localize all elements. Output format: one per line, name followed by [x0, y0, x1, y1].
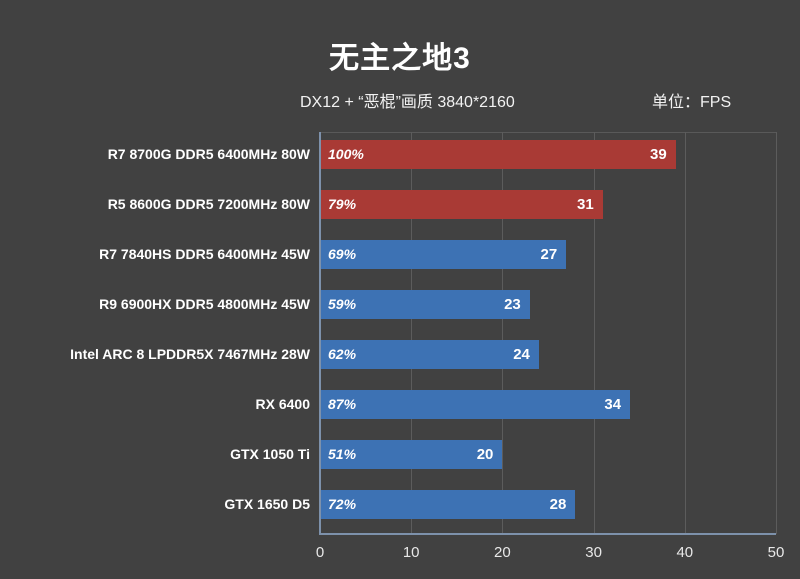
bar-percent-label: 59%	[328, 296, 357, 312]
plot-top-border	[320, 132, 776, 133]
category-label: R5 8600G DDR5 7200MHz 80W	[107, 196, 310, 212]
bar	[320, 340, 539, 369]
page-title: 无主之地3	[329, 42, 471, 75]
category-label: R9 6900HX DDR5 4800MHz 45W	[99, 296, 310, 312]
bar-row: 100% 39	[320, 140, 676, 169]
bar-row: 62% 24	[320, 340, 539, 369]
bar-row: 59% 23	[320, 290, 530, 319]
bar-row: 69% 27	[320, 240, 567, 269]
grid-line	[684, 132, 686, 534]
bar-percent-label: 72%	[328, 496, 357, 512]
x-tick-label: 50	[767, 544, 785, 561]
bar	[320, 440, 503, 469]
bar-percent-label: 69%	[328, 246, 357, 262]
bar-value-label: 24	[513, 346, 530, 363]
bar-row: 72% 28	[320, 490, 576, 519]
bar	[320, 390, 631, 419]
bar	[320, 190, 603, 219]
x-tick-label: 40	[676, 544, 694, 561]
bar	[320, 140, 676, 169]
chart-subtitle: DX12 + “恶棍”画质 3840*2160	[300, 94, 515, 111]
bar-row: 51% 20	[320, 440, 503, 469]
bar-value-label: 31	[577, 196, 594, 213]
bar-percent-label: 87%	[328, 396, 357, 412]
bar	[320, 290, 530, 319]
bar-value-label: 23	[504, 296, 521, 313]
bar	[320, 490, 576, 519]
bar-percent-label: 100%	[328, 146, 364, 162]
bar-value-label: 28	[549, 496, 567, 513]
bar-row: 79% 31	[320, 190, 603, 219]
category-label: R7 7840HS DDR5 6400MHz 45W	[99, 246, 310, 262]
x-axis-line	[320, 533, 776, 535]
bar-percent-label: 79%	[328, 196, 357, 212]
bar-value-label: 27	[540, 246, 558, 263]
plot-area: 100% 39 79% 31 69% 27 59% 23 62% 24 87% 34 51% 20 72% 2…	[319, 132, 777, 535]
grid-line	[502, 132, 504, 534]
category-label: GTX 1050 Ti	[230, 446, 310, 462]
grid-line	[411, 132, 413, 534]
y-axis-line	[319, 132, 321, 535]
chart-unit-label: 单位：FPS	[652, 94, 732, 111]
x-tick-label: 0	[315, 544, 325, 561]
category-label: RX 6400	[255, 396, 310, 412]
bar-row: 87% 34	[320, 390, 631, 419]
bar-value-label: 20	[476, 446, 494, 463]
x-tick-label: 10	[402, 544, 420, 561]
bar-value-label: 39	[649, 146, 667, 163]
x-tick-label: 30	[585, 544, 602, 561]
bar-value-label: 34	[604, 396, 622, 413]
grid-line	[593, 132, 595, 534]
x-tick-label: 20	[494, 544, 511, 561]
category-label: Intel ARC 8 LPDDR5X 7467MHz 28W	[70, 346, 310, 362]
category-label: R7 8700G DDR5 6400MHz 80W	[107, 146, 310, 162]
bar-percent-label: 62%	[328, 346, 357, 362]
bar	[320, 240, 567, 269]
category-label: GTX 1650 D5	[224, 496, 310, 512]
grid-line	[776, 132, 777, 534]
bar-percent-label: 51%	[328, 446, 357, 462]
